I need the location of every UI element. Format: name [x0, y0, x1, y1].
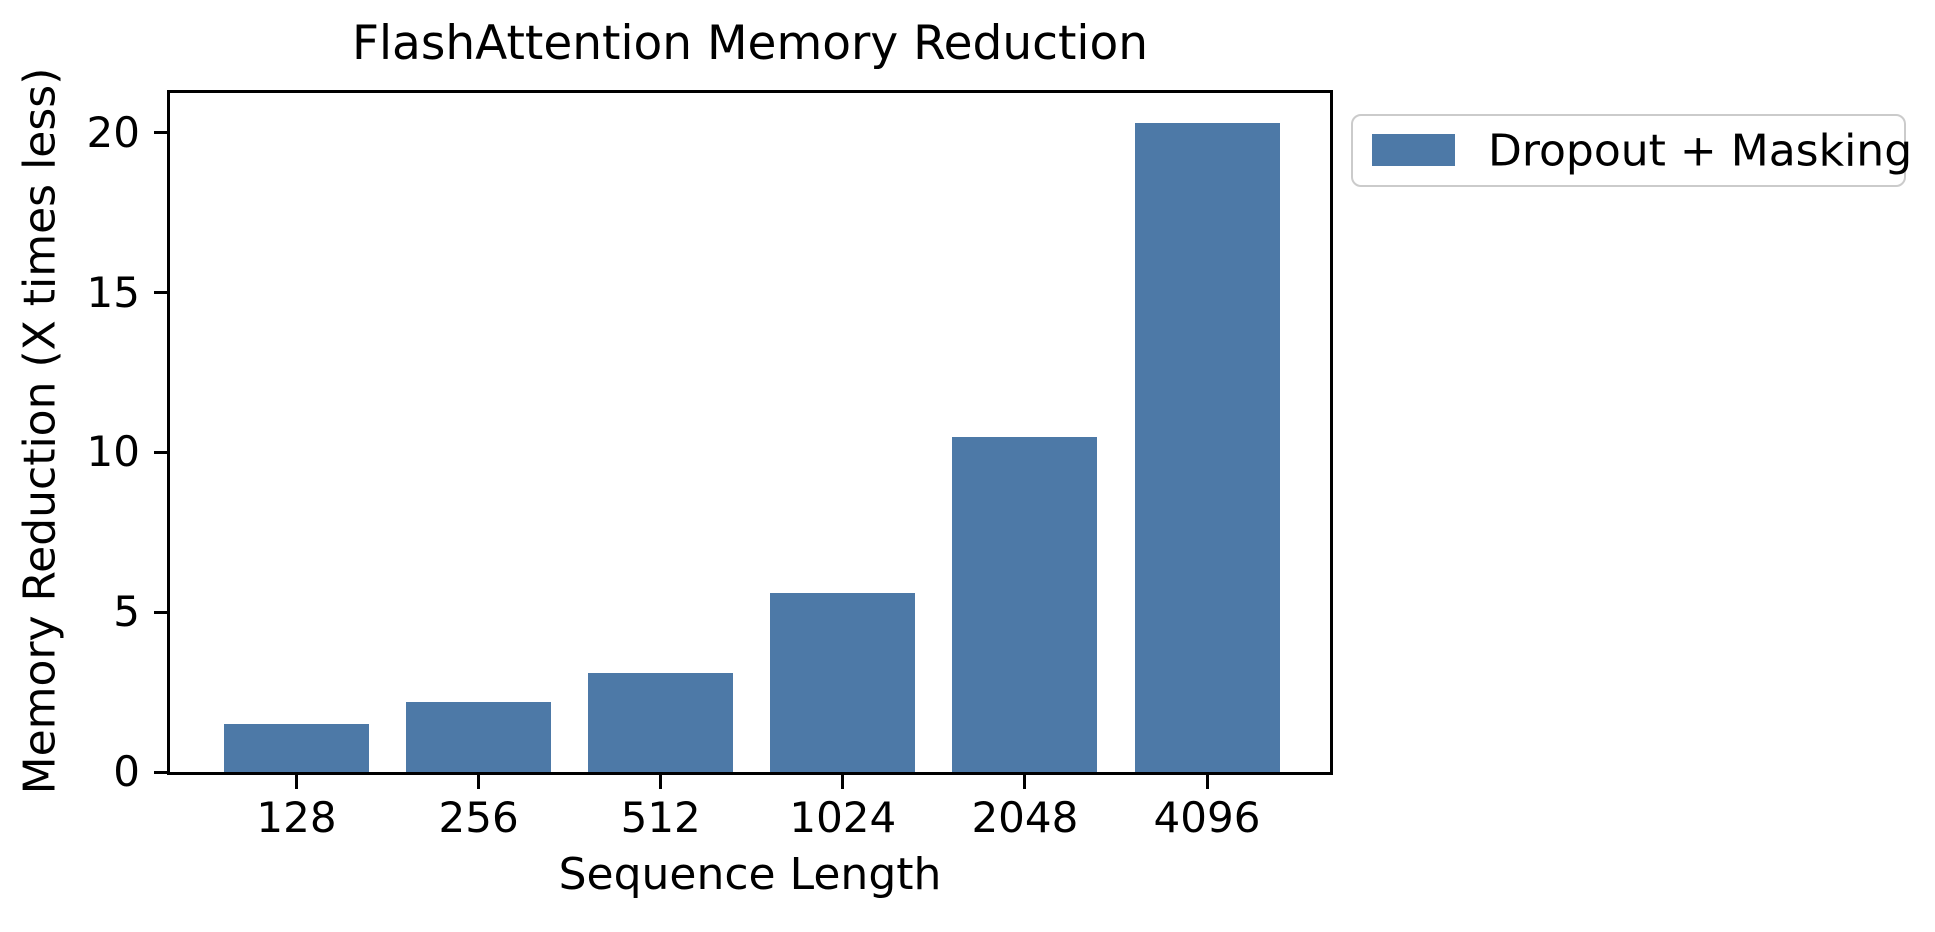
x-tick-label: 2048	[971, 793, 1079, 842]
y-tick-label: 15	[86, 267, 140, 317]
y-tick-label: 5	[113, 587, 140, 637]
x-tick-label: 256	[438, 793, 519, 842]
x-tick	[841, 775, 845, 789]
y-tick	[154, 770, 167, 774]
chart-title: FlashAttention Memory Reduction	[351, 16, 1149, 71]
x-tick-label: 1024	[789, 793, 897, 842]
plot-area: 128 256 512 1024 2048 4096 0 5 10 15 20	[87, 90, 1333, 839]
x-tick	[477, 775, 481, 789]
legend-swatch	[1372, 134, 1455, 166]
bar-2048	[952, 436, 1098, 772]
legend-label: Dropout + Masking	[1488, 125, 1913, 176]
bar-4096	[1134, 123, 1280, 772]
bar-1024	[770, 593, 916, 772]
x-tick-label: 4096	[1153, 793, 1261, 842]
bar-256	[406, 701, 552, 772]
x-tick	[659, 775, 663, 789]
y-tick	[154, 291, 167, 295]
y-tick-label: 10	[86, 427, 140, 477]
y-axis-label: Memory Reduction (X times less)	[14, 67, 66, 795]
y-tick-label: 0	[113, 747, 140, 796]
y-tick-label: 20	[86, 107, 140, 157]
bar-128	[224, 724, 369, 772]
y-tick	[154, 131, 167, 135]
x-tick-label: 128	[256, 793, 337, 842]
y-tick	[154, 450, 167, 454]
bar-512	[588, 672, 734, 772]
x-axis-label: Sequence Length	[558, 849, 942, 900]
x-tick	[1205, 775, 1209, 789]
x-tick	[295, 775, 298, 789]
y-tick	[154, 610, 167, 614]
legend: Dropout + Masking	[1351, 114, 1912, 187]
x-tick-label: 512	[620, 793, 701, 842]
x-tick	[1023, 775, 1027, 789]
